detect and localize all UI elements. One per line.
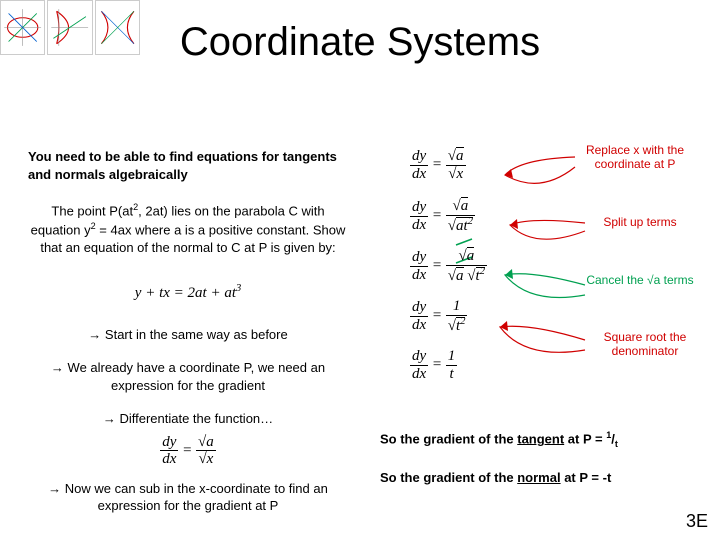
step-eq-4: dydx = 1√t2 bbox=[380, 295, 700, 335]
bullet-1: → Start in the same way as before bbox=[28, 326, 348, 344]
annotation-text: Square root the denominator bbox=[585, 330, 705, 359]
conclusion-tangent: So the gradient of the tangent at P = 1/… bbox=[380, 430, 710, 449]
right-column: dydx = √a√x dydx = √a√at2 dydx = √a√a √t… bbox=[380, 145, 700, 395]
bullet-2: → We already have a coordinate P, we nee… bbox=[28, 359, 348, 394]
left-column: You need to be able to find equations fo… bbox=[28, 148, 348, 531]
bullet-4: → Now we can sub in the x-coordinate to … bbox=[28, 480, 348, 515]
conclusion-normal: So the gradient of the normal at P = -t bbox=[380, 470, 710, 485]
annotation-text: Cancel the √a terms bbox=[585, 273, 695, 287]
page-title: Coordinate Systems bbox=[0, 20, 720, 65]
intro-text: You need to be able to find equations fo… bbox=[28, 148, 348, 183]
annotation-text: Replace x with the coordinate at P bbox=[575, 143, 695, 172]
bullet-3: → Differentiate the function… bbox=[28, 410, 348, 428]
annotation-text: Split up terms bbox=[585, 215, 695, 229]
diff-equation: dydx = √a√x bbox=[28, 434, 348, 468]
problem-statement: The point P(at2, 2at) lies on the parabo… bbox=[28, 201, 348, 256]
target-equation: y + tx = 2at + at3 bbox=[28, 282, 348, 303]
slide-code: 3E bbox=[686, 511, 708, 532]
